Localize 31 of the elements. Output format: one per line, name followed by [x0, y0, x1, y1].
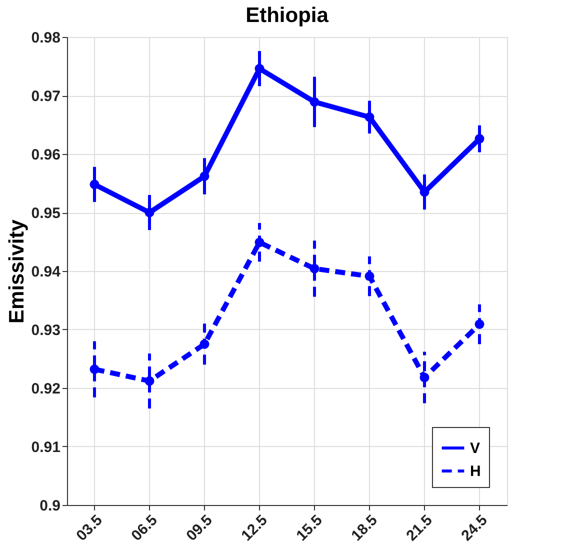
legend-label: H: [470, 463, 481, 480]
point: [254, 64, 264, 74]
point: [474, 134, 484, 144]
x-tick-label: 03.5: [73, 512, 106, 544]
point: [144, 376, 154, 386]
y-tick-label: 0.92: [31, 380, 60, 398]
point: [310, 264, 320, 274]
point: [364, 112, 374, 122]
point: [200, 339, 210, 349]
y-axis-title: Emissivity: [5, 219, 28, 324]
y-tick-label: 0.97: [31, 88, 60, 105]
point: [144, 208, 154, 218]
point: [420, 372, 430, 382]
x-tick-label: 09.5: [183, 512, 216, 544]
y-tick-label: 0.95: [31, 205, 60, 222]
y-tick-label: 0.93: [31, 322, 60, 339]
point: [364, 272, 374, 281]
point: [200, 171, 210, 181]
x-tick-label: 06.5: [128, 512, 161, 544]
y-tick-label: 0.96: [31, 146, 60, 164]
legend-label: V: [470, 440, 480, 457]
y-tick-label: 0.94: [31, 264, 62, 280]
chart-title: Ethiopia: [246, 4, 329, 27]
y-tick-label: 0.91: [31, 439, 60, 456]
point: [474, 320, 484, 329]
point: [90, 180, 100, 190]
y-tick-label: 0.9: [40, 498, 60, 514]
point: [310, 97, 320, 107]
point: [90, 364, 100, 374]
y-tick-label: 0.98: [31, 30, 60, 46]
point: [254, 238, 264, 248]
